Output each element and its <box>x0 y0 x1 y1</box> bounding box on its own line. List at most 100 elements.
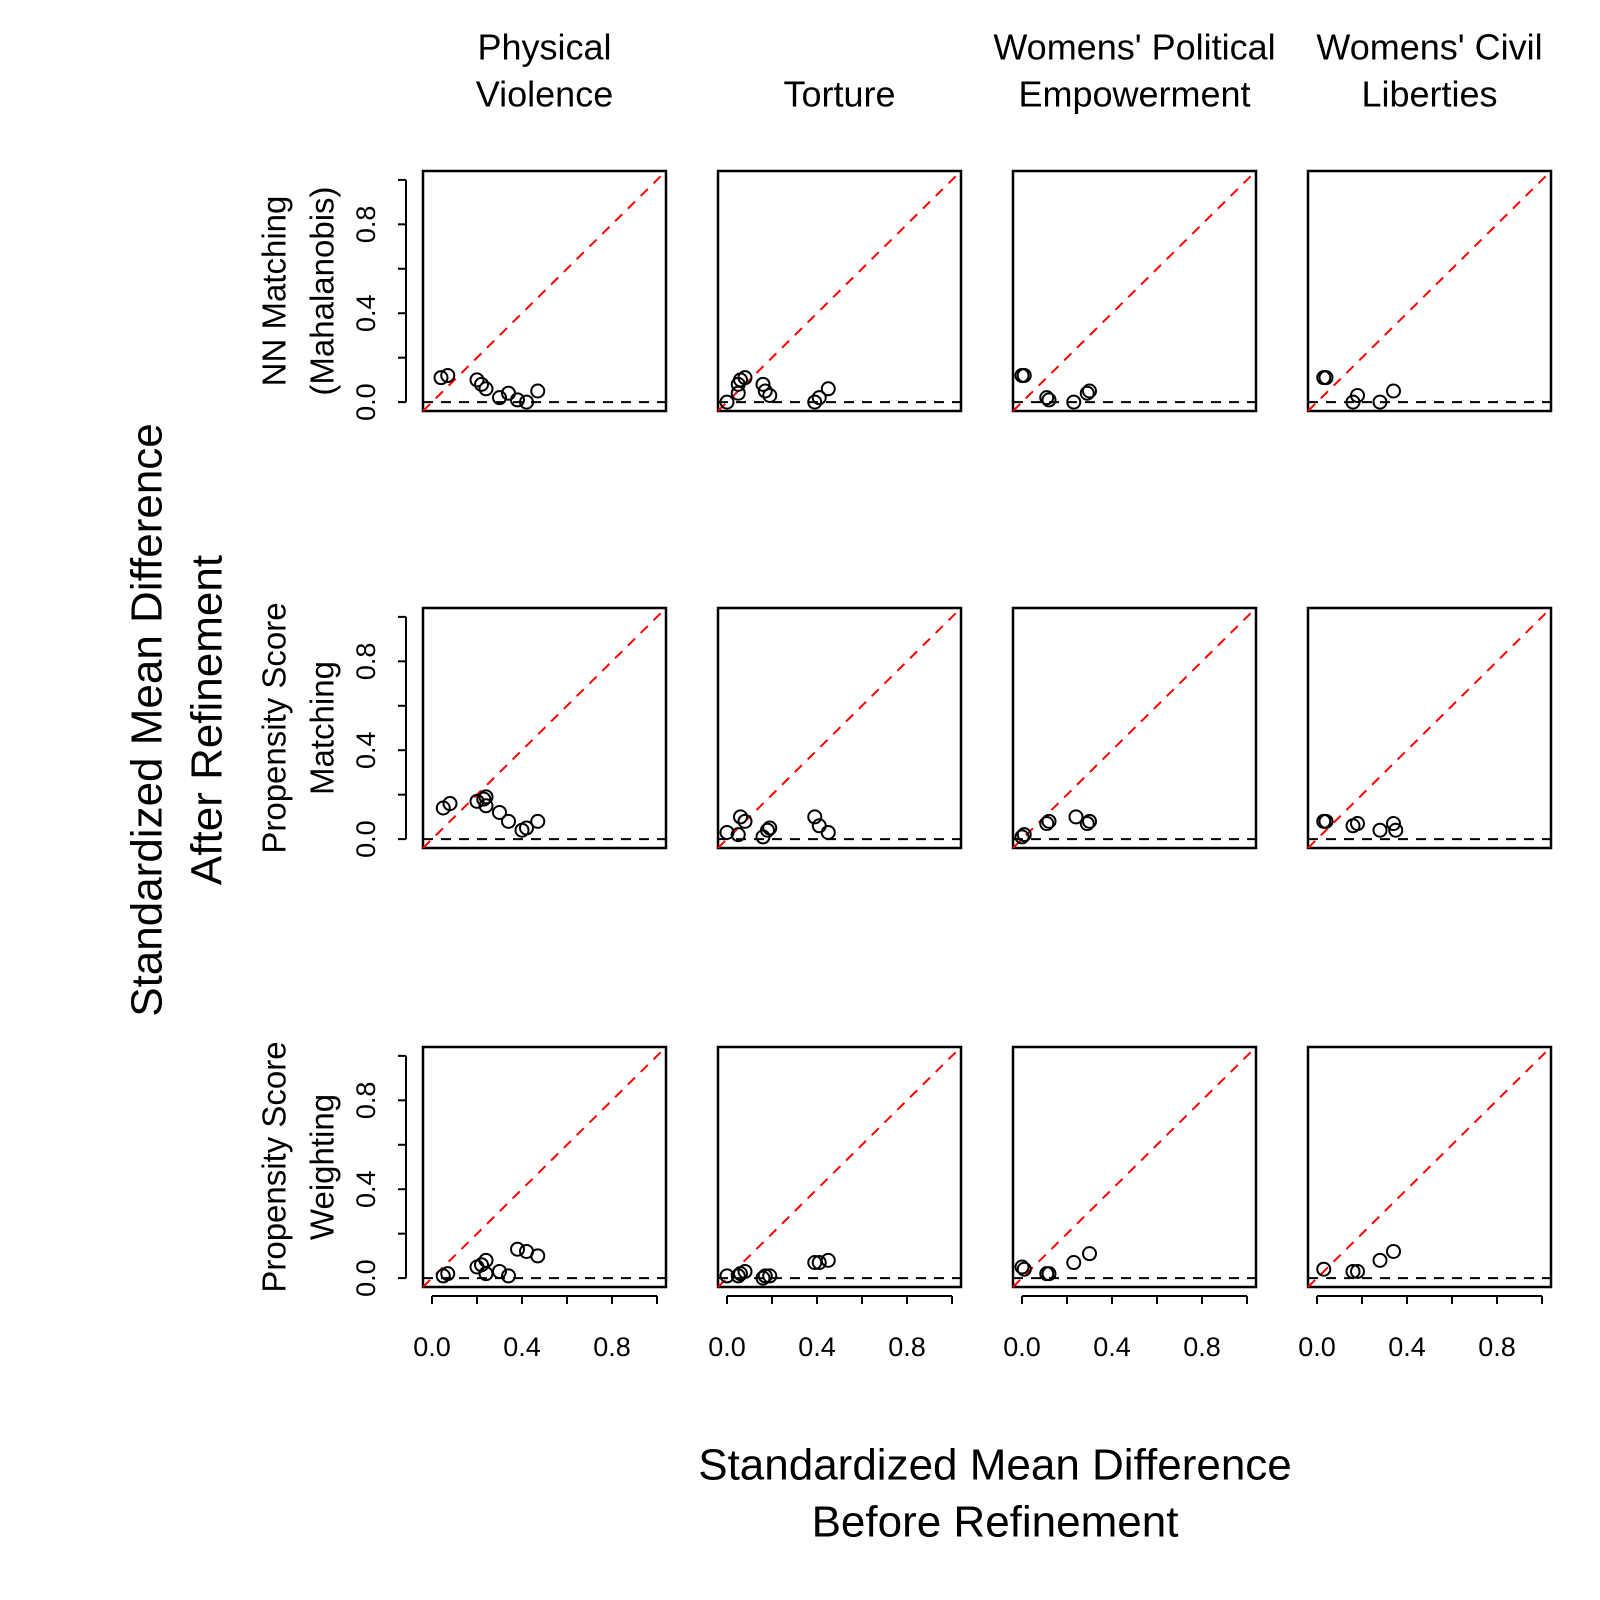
x-tick-label: 0.0 <box>413 1332 451 1362</box>
column-title: Womens' Political <box>993 27 1275 68</box>
data-point <box>530 383 546 399</box>
data-point <box>478 798 494 814</box>
y-tick-label: 0.8 <box>351 206 381 244</box>
data-point <box>519 820 534 836</box>
diagonal-reference-line <box>717 607 962 849</box>
data-point <box>1082 813 1097 829</box>
column-title: Torture <box>783 74 895 115</box>
plot-frame <box>421 1045 668 1289</box>
data-point <box>1016 367 1032 383</box>
diagonal-reference-line <box>422 170 667 412</box>
data-point <box>757 383 773 399</box>
data-point <box>519 394 534 410</box>
diagonal-reference-line <box>422 607 667 849</box>
data-point <box>476 791 492 807</box>
data-point <box>510 392 525 408</box>
diagonal-reference-line <box>1307 170 1552 412</box>
data-point <box>1039 816 1055 832</box>
data-point <box>1386 816 1401 832</box>
y-axis-title: Standardized Mean Difference <box>123 423 172 1017</box>
x-tick-label: 0.4 <box>1093 1332 1131 1362</box>
data-point <box>1014 829 1030 845</box>
diagonal-reference-line <box>717 1046 962 1288</box>
data-point <box>719 824 735 840</box>
data-point <box>478 381 494 397</box>
row-label: Propensity Score <box>256 1041 293 1292</box>
y-tick-label: 0.0 <box>351 383 381 421</box>
x-tick-label: 0.8 <box>593 1332 631 1362</box>
data-point <box>1079 385 1095 401</box>
row-label: Propensity Score <box>256 602 293 853</box>
data-point <box>1386 383 1401 399</box>
data-point <box>807 809 823 825</box>
data-point <box>757 1268 773 1284</box>
data-point <box>474 376 489 392</box>
data-point <box>762 1268 778 1284</box>
data-point <box>433 370 449 386</box>
data-point <box>530 813 546 829</box>
plot-frame <box>1306 169 1553 413</box>
data-point <box>1350 387 1365 403</box>
data-point <box>1350 1263 1365 1279</box>
data-point <box>1388 822 1404 838</box>
data-point <box>1318 813 1334 829</box>
y-tick-label: 0.0 <box>351 1259 381 1297</box>
plot-frame <box>716 606 963 850</box>
data-point <box>510 1241 525 1257</box>
row-label: NN Matching <box>256 196 293 387</box>
data-point <box>1041 1266 1057 1282</box>
data-point <box>762 820 778 836</box>
data-point <box>820 1252 836 1268</box>
data-point <box>1386 1243 1401 1259</box>
data-point <box>1041 813 1057 829</box>
x-tick-label: 0.0 <box>708 1332 746 1362</box>
data-point <box>501 813 516 829</box>
data-point <box>1016 827 1032 843</box>
data-point <box>1016 1261 1032 1277</box>
plot-frame <box>1306 1045 1553 1289</box>
data-point <box>737 1263 753 1279</box>
plot-frame <box>421 169 668 413</box>
x-tick-label: 0.0 <box>1298 1332 1336 1362</box>
x-tick-label: 0.8 <box>1478 1332 1516 1362</box>
x-axis-title: Standardized Mean Difference <box>698 1441 1292 1490</box>
data-point <box>730 827 746 843</box>
data-point <box>1372 394 1388 410</box>
data-point <box>469 372 485 388</box>
y-tick-label: 0.8 <box>351 1082 381 1120</box>
y-tick-label: 0.4 <box>351 731 381 769</box>
column-title: Womens' Civil <box>1316 27 1542 68</box>
column-title: Violence <box>476 74 613 115</box>
data-point <box>1068 809 1084 825</box>
data-point <box>755 376 771 392</box>
x-tick-label: 0.4 <box>798 1332 836 1362</box>
data-point <box>478 1252 494 1268</box>
data-point <box>501 1268 516 1284</box>
x-tick-label: 0.8 <box>888 1332 926 1362</box>
data-point <box>1079 816 1095 832</box>
column-title: Liberties <box>1361 74 1497 115</box>
column-title: Empowerment <box>1018 74 1250 115</box>
y-tick-label: 0.4 <box>351 294 381 332</box>
column-title: Physical <box>477 27 611 68</box>
data-point <box>1041 392 1057 408</box>
y-tick-label: 0.8 <box>351 643 381 681</box>
data-point <box>820 824 836 840</box>
data-point <box>1014 1259 1030 1275</box>
data-point <box>1372 822 1388 838</box>
x-tick-label: 0.4 <box>1388 1332 1426 1362</box>
diagonal-reference-line <box>1012 1046 1257 1288</box>
data-point <box>807 394 823 410</box>
data-point <box>474 1257 489 1273</box>
data-point <box>1039 390 1055 406</box>
plot-frame <box>716 169 963 413</box>
data-point <box>1082 383 1097 399</box>
y-tick-label: 0.0 <box>351 820 381 858</box>
row-label: (Mahalanobis) <box>304 186 341 395</box>
data-point <box>811 390 827 406</box>
data-point <box>737 813 753 829</box>
diagonal-reference-line <box>1012 607 1257 849</box>
x-axis-title: Before Refinement <box>812 1498 1179 1547</box>
